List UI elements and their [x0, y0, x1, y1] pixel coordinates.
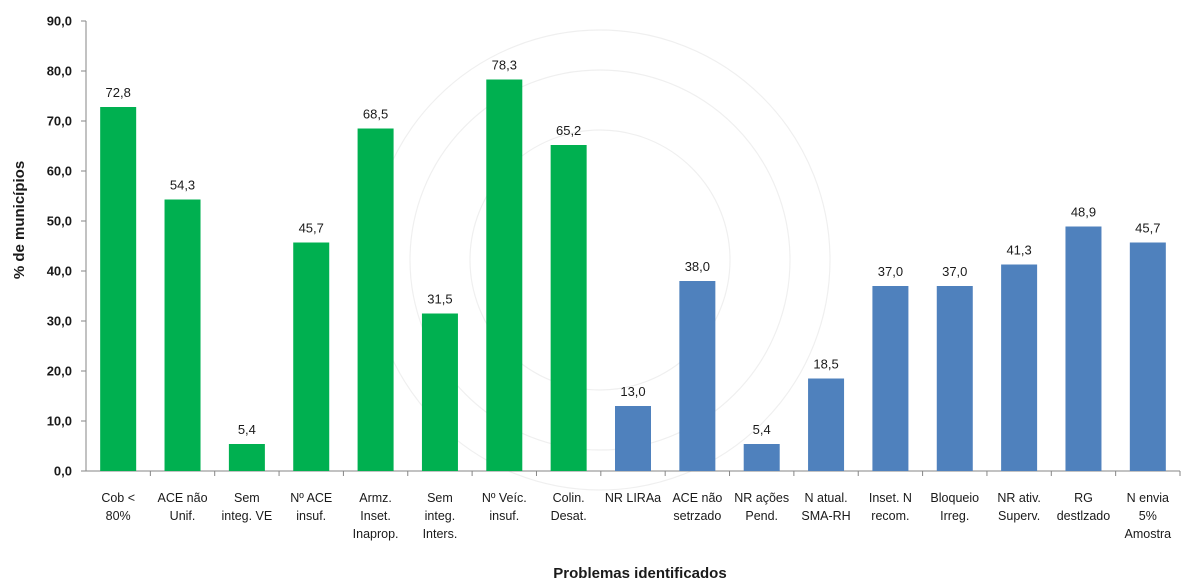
y-tick-label: 90,0	[47, 14, 72, 29]
bar	[1129, 242, 1166, 471]
y-tick-label: 70,0	[47, 114, 72, 129]
data-label: 18,5	[813, 357, 838, 372]
data-label: 5,4	[238, 422, 256, 437]
data-label: 41,3	[1006, 243, 1031, 258]
x-tick-label: NR ativ. Superv.	[997, 491, 1041, 523]
y-tick-label: 10,0	[47, 414, 72, 429]
x-tick-label: N atual. SMA-RH	[801, 491, 850, 523]
data-label: 38,0	[685, 259, 710, 274]
bar	[1065, 226, 1102, 471]
x-tick-label: ACE não Unif.	[158, 491, 208, 523]
y-tick-label: 0,0	[54, 464, 72, 479]
x-tick-label: Sem integ. Inters.	[423, 491, 458, 541]
bars	[100, 79, 1166, 471]
y-tick-label: 30,0	[47, 314, 72, 329]
x-tick-label: Cob <80%	[101, 491, 135, 523]
x-tick-label: Bloqueio Irreg.	[930, 491, 979, 523]
bar	[615, 406, 651, 471]
bar	[936, 286, 973, 471]
data-label: 31,5	[427, 292, 452, 307]
bar	[228, 444, 265, 471]
data-label: 48,9	[1071, 205, 1096, 220]
x-tick-label: N envia 5% Amostra	[1125, 491, 1172, 541]
bar	[550, 145, 587, 471]
data-label: 72,8	[106, 85, 131, 100]
data-label: 13,0	[620, 384, 645, 399]
y-tick-label: 80,0	[47, 64, 72, 79]
x-tick-label: Sem integ. VE	[222, 491, 273, 523]
x-tick-label: Colin. Desat.	[551, 491, 587, 523]
bar	[743, 444, 780, 471]
bar	[293, 242, 330, 471]
data-label: 45,7	[1135, 221, 1160, 236]
x-tick-label: Armz. Inset. Inaprop.	[353, 491, 399, 541]
y-tick-label: 50,0	[47, 214, 72, 229]
x-tick-label: NR LIRAa	[605, 491, 661, 505]
x-tick-label: Nº ACE insuf.	[290, 491, 332, 523]
x-tick-label: Nº Veíc. insuf.	[482, 491, 527, 523]
bar	[486, 79, 523, 471]
x-axis-title: Problemas identificados	[553, 565, 726, 582]
data-label: 37,0	[942, 264, 967, 279]
data-label: 78,3	[492, 58, 517, 73]
data-label: 68,5	[363, 107, 388, 122]
y-axis-title: % de municípios	[11, 161, 28, 279]
data-label: 37,0	[878, 264, 903, 279]
bar	[164, 199, 201, 471]
data-labels: 72,8 54,3 5,4 45,7 68,5 31,5 78,3 65,2 13,0 38,0 5…	[106, 58, 1161, 438]
x-tick-labels: Cob <80% ACE não Unif. Sem integ. VE Nº ACE in…	[101, 471, 1181, 541]
bar	[679, 281, 716, 471]
data-label: 45,7	[299, 221, 324, 236]
bar	[357, 128, 394, 471]
y-tick-label: 20,0	[47, 364, 72, 379]
bar	[1001, 264, 1038, 471]
bar	[100, 107, 137, 471]
data-label: 5,4	[753, 422, 771, 437]
data-label: 54,3	[170, 178, 195, 193]
x-tick-label: NR ações Pend.	[734, 491, 789, 523]
x-tick-label: ACE não setrzado	[672, 491, 722, 523]
bar	[808, 378, 845, 471]
x-tick-label: RG destlzado	[1057, 491, 1111, 523]
bar	[872, 286, 909, 471]
y-tick-labels: 0,0 10,0 20,0 30,0 40,0 50,0 60,0 70,0 80,0 90,0	[47, 14, 86, 479]
data-label: 65,2	[556, 123, 581, 138]
bar	[421, 313, 458, 471]
y-tick-label: 60,0	[47, 164, 72, 179]
y-tick-label: 40,0	[47, 264, 72, 279]
